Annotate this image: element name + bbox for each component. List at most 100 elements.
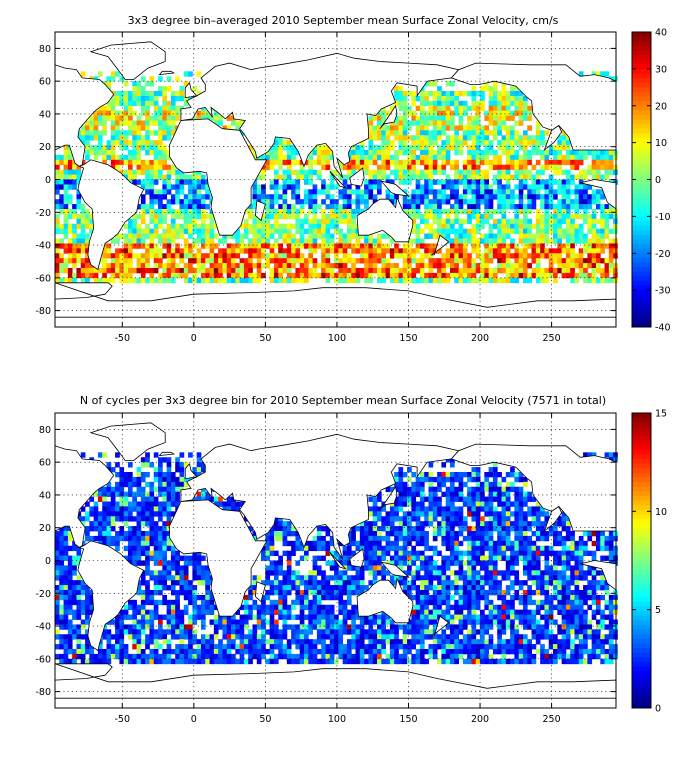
bin-cell bbox=[85, 516, 90, 522]
bin-cell bbox=[115, 248, 120, 254]
bin-cell bbox=[127, 169, 133, 175]
bin-cell bbox=[325, 184, 331, 190]
bin-cell bbox=[437, 481, 442, 488]
bin-cell bbox=[123, 506, 129, 512]
y-tick-label: 20 bbox=[39, 142, 51, 153]
bin-cell bbox=[415, 174, 421, 180]
bin-cell bbox=[432, 218, 438, 225]
bin-cell bbox=[591, 565, 597, 571]
bin-cell bbox=[385, 174, 391, 180]
bin-cell bbox=[497, 100, 502, 107]
bin-cell bbox=[346, 560, 352, 566]
bin-cell bbox=[119, 154, 125, 161]
bin-cell bbox=[578, 555, 584, 561]
bin-cell bbox=[613, 263, 618, 269]
bin-cell bbox=[570, 154, 575, 161]
bin-cell bbox=[97, 535, 103, 542]
bin-cell bbox=[149, 550, 155, 556]
bin-cell bbox=[557, 213, 563, 220]
bin-cell bbox=[471, 575, 477, 581]
bin-cell bbox=[145, 545, 150, 552]
bin-cell bbox=[123, 531, 129, 537]
bin-cell bbox=[175, 169, 180, 175]
bin-cell bbox=[471, 204, 477, 210]
bin-cell bbox=[158, 145, 163, 151]
bin-cell bbox=[561, 575, 567, 581]
bin-cell bbox=[419, 154, 425, 161]
bin-cell bbox=[235, 272, 241, 279]
bin-cell bbox=[505, 565, 511, 571]
bin-cell bbox=[278, 253, 283, 259]
bin-cell bbox=[342, 570, 348, 576]
bin-cell bbox=[548, 194, 554, 200]
bin-cell bbox=[591, 248, 597, 254]
bin-cell bbox=[445, 140, 451, 146]
bin-cell bbox=[127, 511, 133, 517]
bin-cell bbox=[428, 169, 434, 175]
y-tick-label: -80 bbox=[35, 306, 51, 317]
bin-cell bbox=[282, 209, 288, 215]
bin-cell bbox=[89, 268, 95, 274]
landmass bbox=[77, 159, 145, 271]
bin-cell bbox=[226, 277, 232, 284]
bin-cell bbox=[595, 540, 601, 547]
bin-cell bbox=[166, 526, 172, 532]
bin-cell bbox=[76, 550, 82, 556]
bin-cell bbox=[192, 115, 198, 121]
landmass bbox=[54, 64, 115, 167]
bin-cell bbox=[145, 169, 150, 175]
bin-cell bbox=[192, 555, 198, 561]
bin-cell bbox=[381, 277, 386, 284]
bin-cell bbox=[604, 150, 610, 156]
bin-cell bbox=[377, 531, 382, 537]
bin-cell bbox=[544, 580, 550, 586]
bin-cell bbox=[565, 189, 571, 195]
bin-cell bbox=[488, 86, 494, 92]
bin-cell bbox=[346, 575, 352, 581]
bin-cell bbox=[531, 194, 537, 200]
bin-cell bbox=[518, 486, 524, 493]
bin-cell bbox=[153, 550, 159, 556]
bin-cell bbox=[261, 154, 266, 161]
bin-cell bbox=[522, 179, 528, 185]
bin-cell bbox=[394, 125, 399, 131]
bin-cell bbox=[80, 209, 86, 215]
bin-cell bbox=[308, 169, 313, 175]
bin-cell bbox=[480, 184, 485, 190]
bin-cell bbox=[231, 277, 236, 284]
colorbar-swatch bbox=[632, 290, 651, 296]
bin-cell bbox=[514, 169, 520, 175]
bin-cell bbox=[200, 194, 206, 200]
bin-cell bbox=[325, 268, 331, 274]
bin-cell bbox=[106, 263, 112, 269]
bin-cell bbox=[127, 248, 133, 254]
colorbar-swatch bbox=[632, 78, 651, 84]
bin-cell bbox=[115, 115, 120, 121]
bin-cell bbox=[561, 550, 567, 556]
bin-cell bbox=[574, 277, 580, 284]
bin-cell bbox=[522, 154, 528, 161]
bin-cell bbox=[389, 130, 395, 136]
bin-cell bbox=[484, 130, 490, 136]
bin-cell bbox=[394, 268, 399, 274]
bin-cell bbox=[368, 540, 374, 547]
bin-cell bbox=[153, 248, 159, 254]
bin-cell bbox=[166, 535, 172, 542]
bin-cell bbox=[553, 228, 558, 234]
bin-cell bbox=[548, 526, 554, 532]
bin-cell bbox=[437, 223, 442, 230]
bin-cell bbox=[93, 511, 99, 517]
bin-cell bbox=[510, 145, 515, 151]
bin-cell bbox=[359, 565, 365, 571]
bin-cell bbox=[158, 120, 163, 126]
bin-cell bbox=[304, 540, 309, 547]
bin-cell bbox=[222, 277, 228, 284]
bin-cell bbox=[248, 243, 253, 249]
bin-cell bbox=[368, 555, 374, 561]
bin-cell bbox=[428, 189, 434, 195]
bin-cell bbox=[200, 263, 206, 269]
bin-cell bbox=[265, 253, 271, 259]
bin-cell bbox=[480, 125, 485, 131]
bin-cell bbox=[604, 452, 610, 458]
bin-cell bbox=[488, 248, 494, 254]
